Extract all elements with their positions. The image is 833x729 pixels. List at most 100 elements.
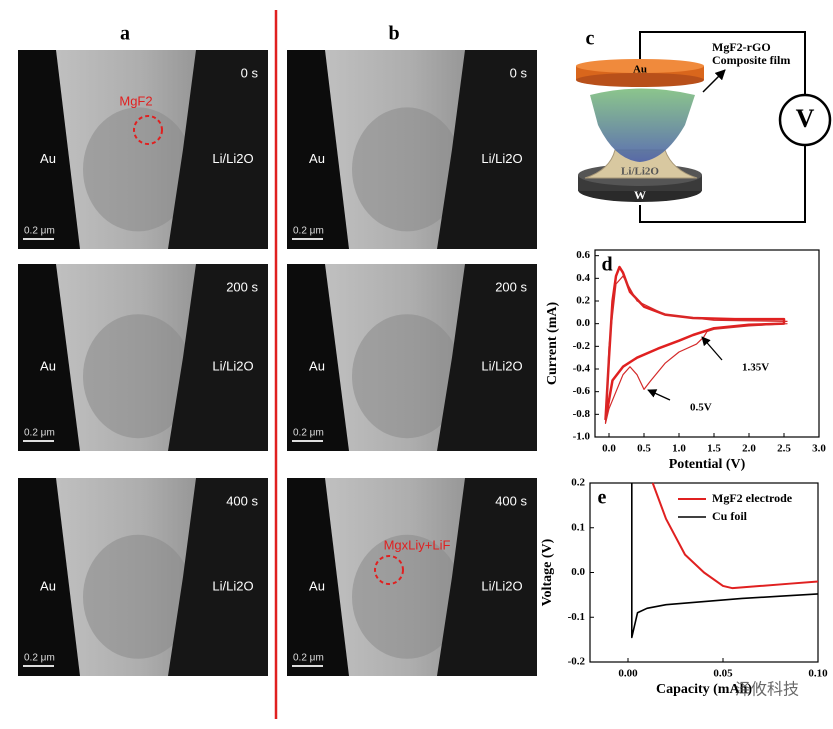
time-label: 0 s (241, 65, 259, 80)
x-tick-label: 0.10 (808, 668, 828, 680)
au-tip (287, 264, 349, 451)
voltmeter (778, 93, 832, 147)
y-tick-label: 0.0 (576, 317, 590, 329)
y-axis-label: Current (mA) (545, 302, 560, 386)
base-label: Li/Li2O (621, 166, 659, 178)
film-label: MgF2-rGO (712, 40, 771, 54)
annotation-arrow (647, 389, 671, 401)
bottom-electrode-label: W (634, 188, 646, 202)
li-label: Li/Li2O (481, 151, 522, 166)
annotation-circle (133, 115, 163, 145)
y-tick-label: 0.6 (576, 249, 590, 261)
y-tick-label: 0.4 (576, 272, 590, 284)
x-tick-label: 1.5 (707, 443, 721, 455)
legend-label: MgF2 electrode (712, 491, 793, 505)
x-tick-label: 2.5 (777, 443, 791, 455)
panel-label: c (586, 28, 595, 50)
annotation: MgxLiy+LiF (384, 537, 451, 552)
li-label: Li/Li2O (481, 358, 522, 373)
y-tick-label: -0.8 (573, 408, 591, 420)
scale-bar-label: 0.2 μm (293, 428, 324, 439)
annotation: 1.35V (742, 362, 769, 374)
annotation: 0.5V (690, 402, 712, 414)
au-tip (18, 264, 80, 451)
x-axis-label: Capacity (mAh) (656, 682, 752, 697)
li-electrode (168, 50, 268, 249)
li-label: Li/Li2O (481, 578, 522, 593)
data-line (651, 482, 819, 590)
annotation: MgF2 (119, 93, 152, 108)
y-tick-label: 0.0 (571, 566, 585, 578)
watermark: 泽攸科技 (735, 680, 799, 699)
li-electrode (168, 264, 268, 451)
panel-label: d (601, 254, 612, 276)
specimen (83, 534, 193, 659)
top-electrode (576, 59, 704, 73)
y-tick-label: -0.6 (573, 385, 591, 397)
y-tick-label: 0.2 (576, 295, 590, 307)
x-tick-label: 0.0 (602, 443, 616, 455)
x-tick-label: 0.00 (618, 668, 638, 680)
composite-film (590, 88, 695, 162)
x-tick-label: 2.0 (742, 443, 756, 455)
y-axis-label: Voltage (V) (540, 538, 555, 606)
au-label: Au (40, 151, 56, 166)
li-label: Li/Li2O (212, 358, 253, 373)
au-label: Au (40, 578, 56, 593)
scale-bar-label: 0.2 μm (24, 428, 55, 439)
circuit-wire (639, 31, 806, 223)
time-label: 400 s (495, 493, 527, 508)
x-tick-label: 0.5 (637, 443, 651, 455)
scale-bar-label: 0.2 μm (24, 653, 55, 664)
y-tick-label: -0.1 (568, 611, 585, 623)
specimen (83, 107, 193, 232)
arrow (702, 69, 726, 93)
x-tick-label: 1.0 (672, 443, 686, 455)
scale-bar-label: 0.2 μm (293, 226, 324, 237)
specimen (352, 314, 462, 439)
schematic: V W Li/Li2O Au MgF2-rGO Composite film c (576, 28, 832, 223)
au-label: Au (309, 151, 325, 166)
voltmeter-label: V (796, 104, 815, 133)
au-tip (18, 478, 80, 676)
film-label: Composite film (712, 53, 790, 67)
scale-bar-label: 0.2 μm (293, 653, 324, 664)
x-axis-label: Potential (V) (669, 457, 746, 472)
au-tip (18, 50, 80, 249)
y-tick-label: 0.1 (571, 521, 585, 533)
data-line (630, 483, 819, 639)
au-tip (287, 478, 349, 676)
scale-bar-label: 0.2 μm (24, 226, 55, 237)
specimen (352, 107, 462, 232)
time-label: 400 s (226, 493, 258, 508)
li-label: Li/Li2O (212, 151, 253, 166)
legend-label: Cu foil (712, 509, 748, 523)
panel-label: b (388, 23, 399, 45)
top-electrode (576, 73, 704, 87)
specimen (352, 534, 462, 659)
y-tick-label: 0.2 (571, 477, 585, 489)
au-label: Au (309, 578, 325, 593)
top-electrode-label: Au (633, 64, 647, 76)
x-tick-label: 0.05 (713, 668, 733, 680)
annotation-arrow (701, 336, 723, 361)
li-electrode (437, 264, 537, 451)
y-tick-label: -0.2 (568, 656, 586, 668)
panel-label: e (598, 487, 607, 509)
time-label: 200 s (495, 279, 527, 294)
y-tick-label: -1.0 (573, 431, 591, 443)
au-label: Au (40, 358, 56, 373)
time-label: 0 s (510, 65, 528, 80)
y-tick-label: -0.2 (573, 340, 591, 352)
li-electrode (437, 50, 537, 249)
time-label: 200 s (226, 279, 258, 294)
au-label: Au (309, 358, 325, 373)
li-electrode (168, 478, 268, 676)
y-tick-label: -0.4 (573, 363, 591, 375)
annotation-circle (374, 555, 404, 585)
data-line (604, 275, 788, 424)
data-line (604, 265, 786, 421)
li-electrode (437, 478, 537, 676)
li-label: Li/Li2O (212, 578, 253, 593)
